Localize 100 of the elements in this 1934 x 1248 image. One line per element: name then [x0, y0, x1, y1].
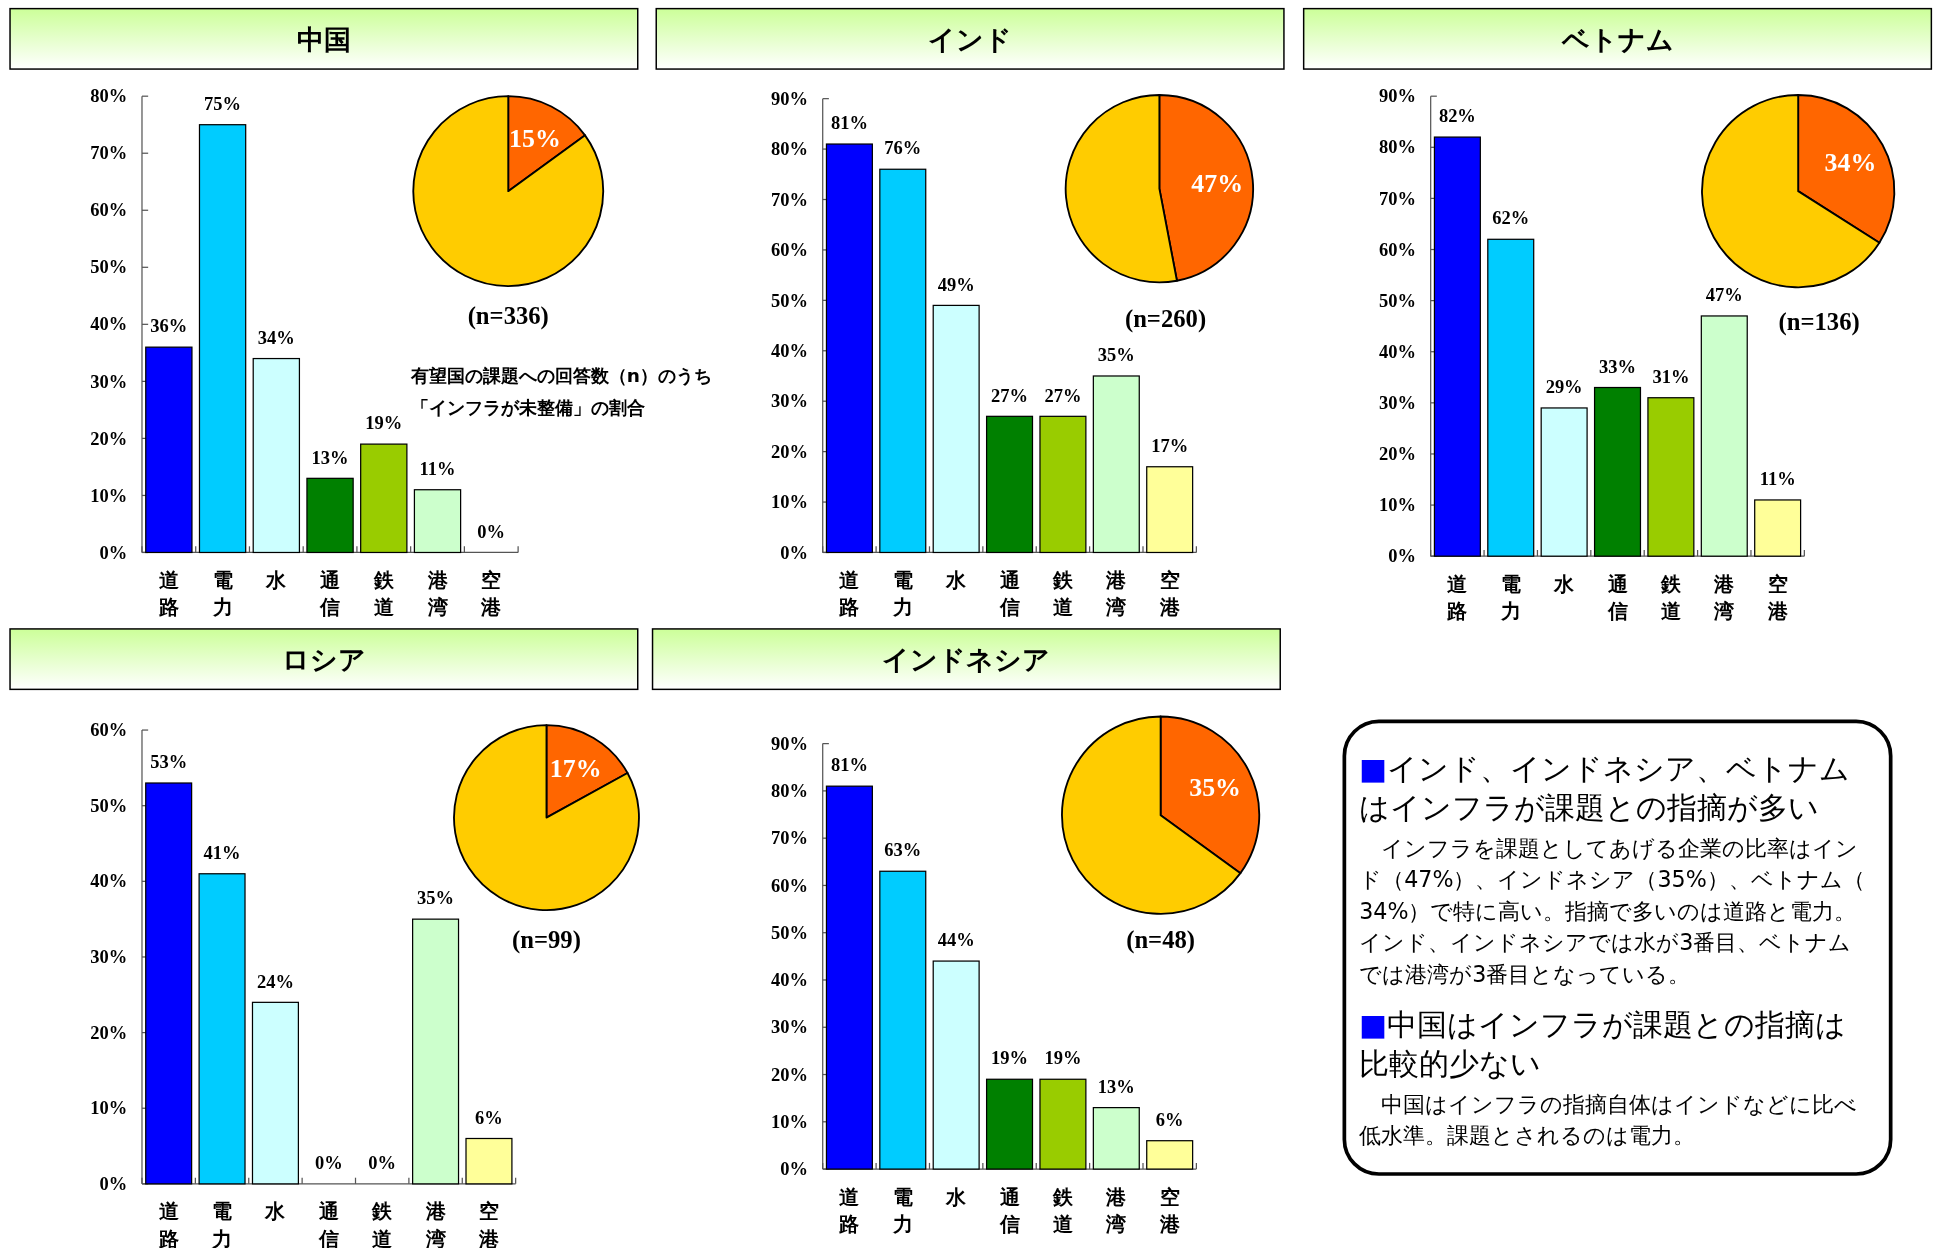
x-tick-label: 鉄道 — [372, 569, 395, 620]
data-label: 76% — [884, 138, 922, 159]
data-label: 6% — [475, 1107, 503, 1128]
x-tick-label: 港湾 — [1105, 569, 1128, 620]
text: ■中国はインフラが課題との指摘は比較的少ない — [1359, 1008, 1847, 1081]
x-tick-label: 水 — [1553, 572, 1576, 596]
data-label: 35% — [417, 888, 455, 909]
bar — [825, 785, 873, 1170]
y-tick-label: 40% — [1378, 341, 1416, 362]
y-tick-label: 0% — [99, 542, 128, 563]
data-label: 49% — [937, 274, 975, 295]
annotation: 有望国の課題への回答数（n）のうち — [409, 365, 712, 387]
bar — [145, 782, 193, 1185]
chart-title: インド — [928, 23, 1013, 55]
data-label: 34% — [1824, 148, 1877, 178]
y-tick-label: 90% — [1378, 86, 1416, 107]
data-label: 19% — [365, 413, 403, 434]
annotation: (n=99) — [512, 926, 581, 955]
x-tick-label: 電力 — [891, 1185, 913, 1236]
data-label: 35% — [1189, 773, 1241, 803]
x-tick-label: 道路 — [838, 1185, 860, 1236]
bar — [932, 960, 980, 1170]
bar — [306, 477, 354, 554]
chart-title: ロシア — [281, 644, 366, 676]
y-tick-label: 80% — [770, 781, 808, 802]
data-label: 53% — [150, 752, 188, 773]
bar — [1647, 397, 1695, 557]
y-tick-label: 10% — [90, 1098, 128, 1119]
y-tick-label: 60% — [770, 875, 808, 896]
y-tick-label: 70% — [770, 189, 808, 210]
data-label: 13% — [311, 447, 349, 468]
x-tick-label: 電力 — [211, 569, 233, 620]
y-tick-label: 60% — [1378, 239, 1416, 260]
y-tick-label: 50% — [770, 290, 808, 311]
data-label: 0% — [314, 1153, 343, 1174]
x-tick-label: 道路 — [838, 569, 860, 620]
y-tick-label: 50% — [90, 795, 128, 816]
annotation: (n=136) — [1778, 308, 1860, 337]
data-label: 19% — [1044, 1048, 1082, 1069]
data-label: 27% — [991, 385, 1029, 406]
x-tick-label: 通信 — [317, 1200, 339, 1248]
y-tick-label: 60% — [770, 240, 808, 261]
text: ■インド、インドネシア、ベトナムはインフラが課題との指摘が多い — [1359, 752, 1851, 825]
annotation: (n=260) — [1124, 304, 1207, 333]
bar — [1593, 386, 1642, 557]
y-tick-label: 30% — [90, 371, 128, 392]
data-label: 47% — [1191, 168, 1244, 198]
data-label: 15% — [509, 124, 561, 154]
bar — [360, 443, 408, 554]
bar — [879, 168, 927, 554]
x-tick-label: 通信 — [998, 569, 1020, 620]
y-tick-label: 90% — [770, 88, 808, 109]
y-tick-label: 70% — [90, 143, 128, 164]
y-tick-label: 90% — [770, 733, 808, 754]
x-tick-label: 鉄道 — [1051, 1185, 1074, 1236]
x-tick-label: 空港 — [480, 569, 503, 620]
data-label: 0% — [368, 1153, 397, 1174]
bar — [1754, 499, 1802, 557]
y-tick-label: 10% — [770, 492, 808, 513]
x-tick-label: 空港 — [1158, 1185, 1181, 1236]
bar — [985, 1078, 1034, 1170]
bar — [1092, 1107, 1140, 1170]
chart-title: インドネシア — [882, 644, 1051, 676]
data-label: 29% — [1545, 377, 1583, 398]
x-tick-label: 鉄道 — [371, 1200, 394, 1248]
bar — [1700, 315, 1748, 557]
data-label: 75% — [204, 93, 242, 114]
y-tick-label: 60% — [90, 200, 128, 221]
data-label: 17% — [1151, 435, 1189, 456]
y-tick-label: 30% — [1378, 393, 1416, 414]
bar — [1540, 407, 1588, 557]
bar — [1092, 375, 1140, 554]
bar — [145, 346, 193, 554]
y-tick-label: 30% — [770, 391, 808, 412]
x-tick-label: 電力 — [891, 569, 913, 620]
annotation: (n=336) — [467, 302, 549, 331]
y-tick-label: 0% — [99, 1174, 128, 1195]
y-tick-label: 80% — [1378, 137, 1416, 158]
y-tick-label: 50% — [90, 257, 128, 278]
bar — [412, 918, 460, 1185]
data-label: 47% — [1705, 285, 1743, 306]
x-tick-label: 水 — [265, 569, 288, 592]
y-tick-label: 10% — [1378, 495, 1416, 516]
y-tick-label: 0% — [1388, 546, 1416, 567]
y-tick-label: 80% — [770, 139, 808, 160]
y-tick-label: 40% — [90, 314, 128, 335]
x-tick-label: 港湾 — [426, 569, 449, 620]
chart-title: 中国 — [296, 23, 351, 55]
y-tick-label: 60% — [90, 720, 128, 741]
y-tick-label: 40% — [770, 970, 808, 991]
y-tick-label: 40% — [770, 340, 808, 361]
bar — [252, 357, 301, 554]
annotation: (n=48) — [1126, 926, 1196, 955]
data-label: 24% — [256, 971, 294, 992]
data-label: 33% — [1599, 356, 1636, 377]
pie-slice — [412, 95, 605, 287]
bar — [1433, 136, 1481, 557]
x-tick-label: 空港 — [477, 1200, 500, 1248]
data-label: 34% — [257, 327, 295, 348]
data-label: 63% — [884, 840, 922, 861]
